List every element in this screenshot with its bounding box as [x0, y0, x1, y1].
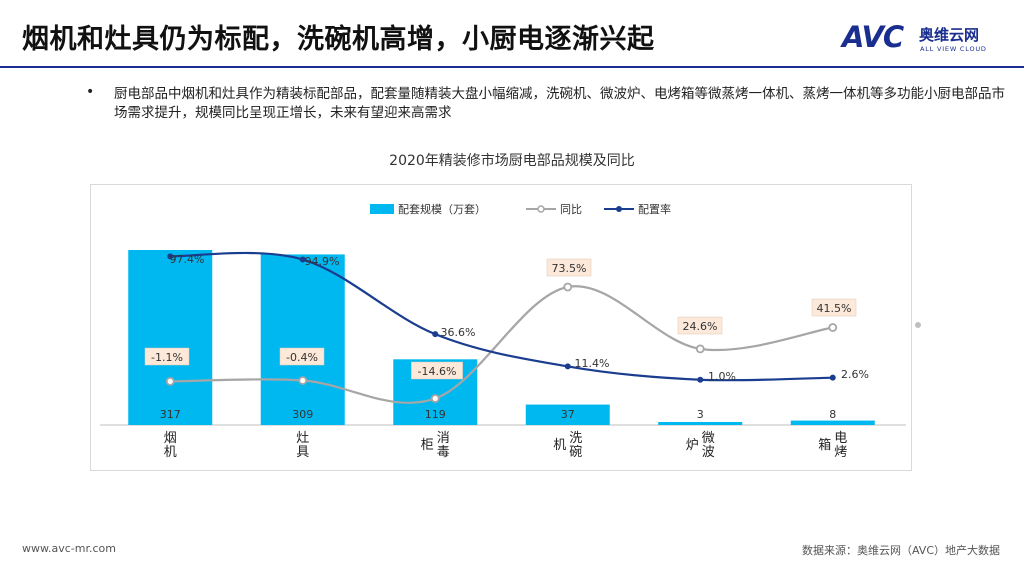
page-title: 烟机和灶具仍为标配，洗碗机高增，小厨电逐渐兴起 [22, 24, 655, 55]
yoy-label-4: 24.6% [683, 320, 718, 333]
yoy-label-1: -0.4% [286, 351, 318, 364]
bar-3 [525, 404, 610, 425]
legend-marker-yoy [537, 205, 545, 213]
category-label-5-1: 烤 [834, 445, 847, 460]
logo-cn-text: 奥维云网 [919, 26, 980, 44]
yoy-label-box-2 [411, 361, 463, 380]
yoy-point-1 [298, 376, 308, 385]
category-label-0-1: 机 [164, 445, 177, 460]
yoy-label-2: -14.6% [418, 365, 457, 378]
rate-label-5: 2.6% [841, 368, 869, 381]
yoy-point-2 [430, 394, 440, 403]
legend-swatch-bar [370, 204, 394, 214]
logo-en-text: ALL VIEW CLOUD [920, 45, 987, 53]
category-label-3-0: 洗 [569, 431, 582, 446]
yoy-line [170, 285, 833, 404]
category-label-5-2: 箱 [818, 437, 831, 453]
yoy-point-5 [828, 323, 838, 332]
rate-label-1: 94.9% [305, 255, 340, 268]
bar-label-1: 309 [292, 408, 313, 421]
category-label-3-2: 机 [553, 438, 566, 453]
yoy-label-box-0 [144, 347, 190, 366]
bar-label-2: 119 [425, 408, 446, 421]
avc-logo: AVC 奥维云网 ALL VIEW CLOUD [842, 20, 1002, 58]
category-label-5-0: 电 [834, 431, 847, 446]
category-label-2-2: 柜 [421, 438, 434, 453]
category-label-0-0: 烟 [164, 431, 177, 446]
yoy-label-3: 73.5% [552, 262, 587, 275]
rate-point-1 [299, 256, 306, 263]
yoy-point-4 [695, 344, 705, 354]
yoy-point-3 [563, 282, 573, 292]
category-label-4-2: 炉 [686, 438, 699, 453]
yoy-label-5: 41.5% [817, 302, 852, 315]
legend-label-rate: 配置率 [638, 202, 671, 216]
yoy-point-0 [165, 376, 175, 386]
bar-label-5: 8 [829, 408, 836, 421]
rate-point-3 [564, 363, 571, 370]
decor-dot [915, 322, 921, 328]
yoy-label-box-3 [546, 258, 592, 277]
footer-source: 数据来源：奥维云网（AVC）地产大数据 [801, 544, 1000, 557]
bar-0 [128, 250, 213, 425]
category-label-1-0: 灶 [296, 431, 309, 446]
rate-point-2 [432, 331, 439, 338]
bar-5 [790, 420, 875, 425]
legend-label-bar: 配套规模（万套） [398, 202, 486, 216]
bar-label-4: 3 [697, 408, 704, 421]
category-label-2-1: 毒 [437, 445, 450, 460]
rate-label-3: 11.4% [575, 357, 610, 370]
rate-point-0 [167, 253, 174, 260]
bar-4 [658, 422, 743, 425]
bullet-dot: • [86, 84, 95, 100]
chart-frame [90, 184, 912, 471]
bullet-text: 厨电部品中烟机和灶具作为精装标配部品，配套量随精装大盘小幅缩减，洗碗机、微波炉、… [114, 86, 1005, 121]
rate-point-4 [697, 376, 704, 383]
category-label-3-1: 碗 [569, 444, 582, 460]
rate-point-5 [829, 374, 836, 381]
yoy-label-box-5 [811, 298, 857, 317]
title-bar: 烟机和灶具仍为标配，洗碗机高增，小厨电逐渐兴起 AVC 奥维云网 ALL VIE… [0, 0, 1024, 74]
bar-label-3: 37 [561, 408, 575, 421]
footer-url[interactable]: www.avc-mr.com [22, 542, 116, 555]
yoy-label-box-1 [279, 347, 325, 366]
bar-label-0: 317 [160, 408, 181, 421]
rate-label-0: 97.4% [170, 253, 205, 266]
category-label-1-1: 具 [296, 445, 309, 460]
yoy-label-0: -1.1% [151, 351, 183, 364]
legend-marker-rate [616, 206, 622, 212]
rate-label-2: 36.6% [441, 326, 476, 339]
rate-label-4: 1.0% [708, 370, 736, 383]
yoy-label-box-4 [677, 316, 723, 335]
category-label-4-1: 波 [702, 445, 715, 460]
category-label-2-0: 消 [437, 431, 450, 446]
rate-line [170, 251, 833, 382]
category-label-4-0: 微 [702, 431, 715, 446]
logo-mark: AVC [842, 20, 904, 54]
title-divider [0, 66, 1024, 68]
bar-1 [260, 254, 345, 425]
legend-label-yoy: 同比 [560, 203, 582, 216]
chart-title: 2020年精装修市场厨电部品规模及同比 [389, 153, 635, 169]
